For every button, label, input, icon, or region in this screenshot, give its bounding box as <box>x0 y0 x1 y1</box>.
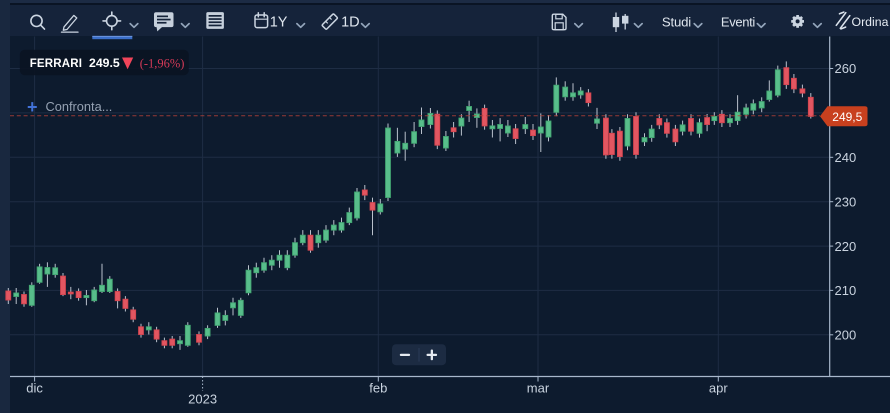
svg-text:Eventi: Eventi <box>721 15 755 30</box>
svg-text:+: + <box>27 97 38 117</box>
svg-text:feb: feb <box>369 381 387 396</box>
svg-text:200: 200 <box>835 328 857 343</box>
svg-text:Studi: Studi <box>662 15 691 30</box>
svg-text:220: 220 <box>835 239 857 254</box>
svg-text:(-1,96%): (-1,96%) <box>140 56 185 70</box>
svg-text:249.5: 249.5 <box>89 56 120 70</box>
svg-text:1D: 1D <box>341 15 360 31</box>
svg-text:2023: 2023 <box>188 392 217 407</box>
svg-text:Confronta...: Confronta... <box>46 99 113 114</box>
svg-text:FERRARI: FERRARI <box>30 58 83 70</box>
svg-text:dic: dic <box>26 381 43 396</box>
svg-text:240: 240 <box>835 150 857 165</box>
svg-text:Ordina: Ordina <box>852 15 889 29</box>
svg-text:apr: apr <box>709 381 728 396</box>
svg-text:249,5: 249,5 <box>832 110 862 124</box>
svg-text:1Y: 1Y <box>270 15 288 31</box>
svg-text:230: 230 <box>835 194 857 209</box>
svg-text:260: 260 <box>835 61 857 76</box>
svg-text:210: 210 <box>835 283 857 298</box>
svg-text:mar: mar <box>527 381 550 396</box>
